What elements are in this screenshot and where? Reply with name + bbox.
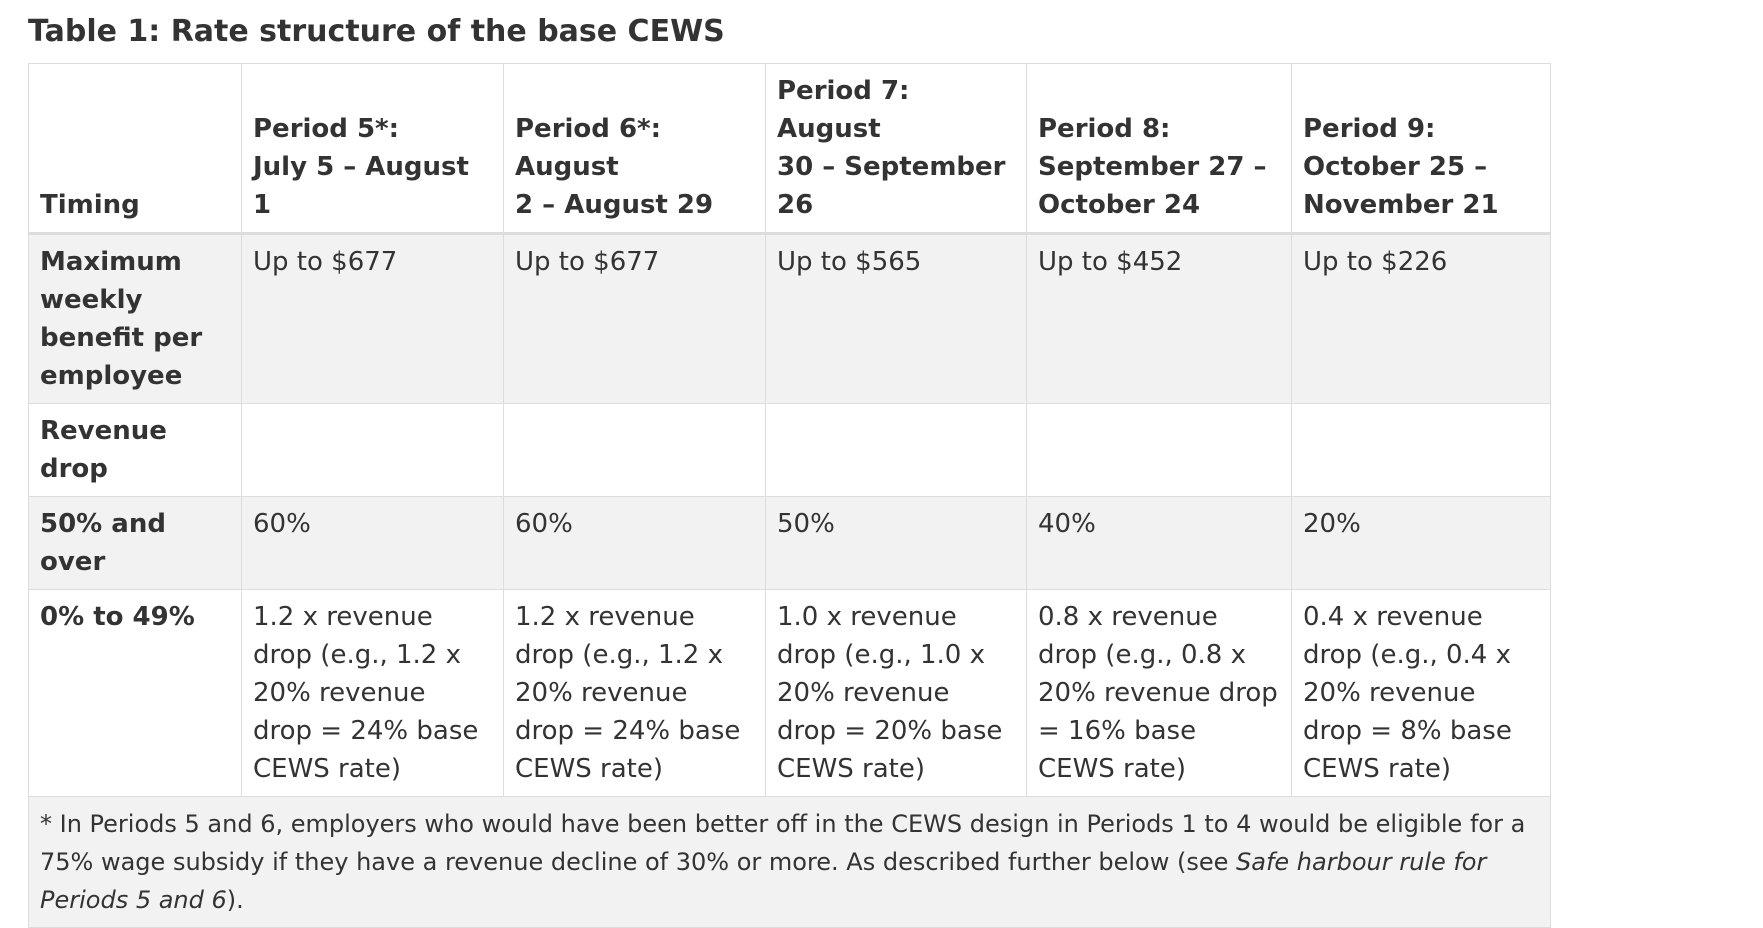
row-label: 50% and over xyxy=(28,496,242,590)
table-cell: 60% xyxy=(241,496,504,590)
header-timing: Timing xyxy=(28,63,242,235)
header-period-dates: October 25 – November 21 xyxy=(1303,152,1499,220)
header-period-name: Period 6*: August xyxy=(515,114,662,182)
header-period-7: Period 7: August 30 – September 26 xyxy=(765,63,1027,235)
table-cell: 20% xyxy=(1291,496,1551,590)
table-row-fifty-and-over: 50% and over 60% 60% 50% 40% 20% xyxy=(28,496,1551,590)
header-period-name: Period 5*: xyxy=(253,114,400,144)
table-cell: 0.8 x revenue drop (e.g., 0.8 x 20% reve… xyxy=(1026,589,1292,797)
row-label: Maximum weekly benefit per employee xyxy=(28,233,242,404)
header-period-6: Period 6*: August 2 – August 29 xyxy=(503,63,766,235)
table-cell: Up to $452 xyxy=(1026,233,1292,404)
header-period-name: Period 7: August xyxy=(777,76,910,144)
table-cell: Up to $677 xyxy=(503,233,766,404)
footnote-reference: Safe harbour rule for Periods 5 and 6 xyxy=(40,848,1487,914)
table-cell: Up to $677 xyxy=(241,233,504,404)
table-cell-empty xyxy=(765,403,1027,497)
table-cell-empty xyxy=(241,403,504,497)
row-label: Revenue drop xyxy=(28,403,242,497)
header-row: Timing Period 5*: July 5 – August 1 Peri… xyxy=(28,63,1551,235)
table-cell: 50% xyxy=(765,496,1027,590)
table-cell-empty xyxy=(1026,403,1292,497)
table-cell: 0.4 x revenue drop (e.g., 0.4 x 20% reve… xyxy=(1291,589,1551,797)
header-period-name: Period 9: xyxy=(1303,114,1436,144)
rate-structure-table: Timing Period 5*: July 5 – August 1 Peri… xyxy=(28,63,1551,928)
table-cell: 1.2 x revenue drop (e.g., 1.2 x 20% reve… xyxy=(503,589,766,797)
footnote-text: * In Periods 5 and 6, employers who woul… xyxy=(40,810,1526,876)
row-label: 0% to 49% xyxy=(28,589,242,797)
header-period-8: Period 8: September 27 – October 24 xyxy=(1026,63,1292,235)
table-cell: 40% xyxy=(1026,496,1292,590)
table-cell: Up to $226 xyxy=(1291,233,1551,404)
header-period-9: Period 9: October 25 – November 21 xyxy=(1291,63,1551,235)
table-row-max-benefit: Maximum weekly benefit per employee Up t… xyxy=(28,233,1551,404)
table-row-zero-to-49: 0% to 49% 1.2 x revenue drop (e.g., 1.2 … xyxy=(28,589,1551,797)
table-cell: 60% xyxy=(503,496,766,590)
table-cell-empty xyxy=(1291,403,1551,497)
table-caption: Table 1: Rate structure of the base CEWS xyxy=(28,14,725,49)
footnote-end: ). xyxy=(226,886,244,914)
table-row-footnote: * In Periods 5 and 6, employers who woul… xyxy=(28,796,1551,928)
header-period-dates: 30 – September 26 xyxy=(777,152,1006,220)
header-period-name: Period 8: xyxy=(1038,114,1171,144)
header-period-5: Period 5*: July 5 – August 1 xyxy=(241,63,504,235)
table-cell-empty xyxy=(503,403,766,497)
table-row-revenue-drop: Revenue drop xyxy=(28,403,1551,497)
table-cell: Up to $565 xyxy=(765,233,1027,404)
header-period-dates: September 27 – October 24 xyxy=(1038,152,1267,220)
table-footnote: * In Periods 5 and 6, employers who woul… xyxy=(28,796,1551,928)
table-cell: 1.0 x revenue drop (e.g., 1.0 x 20% reve… xyxy=(765,589,1027,797)
header-period-dates: July 5 – August 1 xyxy=(253,152,469,220)
header-period-dates: 2 – August 29 xyxy=(515,190,714,220)
table-cell: 1.2 x revenue drop (e.g., 1.2 x 20% reve… xyxy=(241,589,504,797)
